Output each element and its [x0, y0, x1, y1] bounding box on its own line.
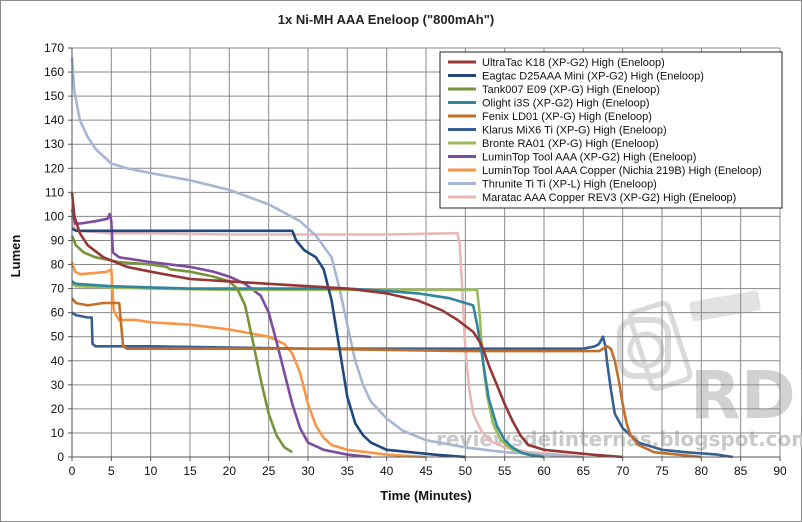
x-tick-label-1: 5 — [108, 464, 115, 478]
y-tick-label-16: 160 — [44, 65, 64, 79]
y-tick-label-15: 150 — [44, 89, 64, 103]
y-tick-label-4: 40 — [51, 354, 65, 368]
legend-box — [439, 51, 783, 209]
y-tick-label-2: 20 — [51, 402, 65, 416]
y-tick-label-5: 50 — [51, 330, 65, 344]
y-axis-title: Lumen — [8, 235, 23, 278]
x-tick-label-8: 40 — [380, 464, 394, 478]
x-tick-label-16: 80 — [695, 464, 709, 478]
y-tick-label-11: 110 — [45, 185, 64, 199]
series-line-8 — [70, 261, 427, 459]
x-tick-label-3: 15 — [183, 464, 197, 478]
y-tick-label-8: 80 — [51, 258, 65, 272]
x-tick-label-9: 45 — [419, 464, 433, 478]
watermark-logo-text: RDL — [690, 357, 802, 434]
y-tick-label-13: 130 — [44, 137, 64, 151]
legend-label-3: Olight i3S (XP-G2) High (Eneloop) — [482, 98, 650, 110]
legend-label-6: Bronte RA01 (XP-G) High (Eneloop) — [482, 138, 659, 150]
series-line-0 — [70, 192, 623, 459]
legend-label-7: LuminTop Tool AAA (XP-G2) High (Eneloop) — [482, 152, 696, 164]
x-axis-title: Time (Minutes) — [380, 488, 472, 503]
series-line-9 — [70, 57, 584, 459]
y-tick-label-17: 170 — [44, 41, 64, 55]
series-layer — [70, 57, 733, 459]
y-tick-label-7: 70 — [51, 282, 65, 296]
series-line-3 — [71, 280, 545, 459]
x-tick-label-4: 20 — [223, 464, 237, 478]
series-line-4 — [70, 297, 702, 459]
legend-label-2: Tank007 E09 (XP-G) High (Eneloop) — [482, 84, 660, 96]
x-tick-label-0: 0 — [69, 464, 76, 478]
y-tick-label-9: 90 — [51, 233, 65, 247]
legend-label-0: UltraTac K18 (XP-G2) High (Eneloop) — [482, 57, 665, 69]
y-tick-label-6: 60 — [51, 306, 65, 320]
y-tick-label-12: 120 — [44, 161, 64, 175]
x-tick-label-5: 25 — [262, 464, 276, 478]
chart-title: 1x Ni-MH AAA Eneloop ("800mAh") — [278, 12, 495, 27]
legend-label-9: Thrunite Ti Ti (XP-L) High (Eneloop) — [482, 179, 657, 191]
legend-label-5: Klarus MiX6 Ti (XP-G) High (Eneloop) — [482, 125, 667, 137]
x-tick-label-11: 55 — [498, 464, 512, 478]
axes — [68, 47, 781, 461]
x-tick-label-6: 30 — [301, 464, 315, 478]
watermark-site: reviewsdelinternas.blogspot.com — [436, 427, 802, 451]
x-tick-labels: 0 5 10 15 20 25 30 35 40 45 50 55 60 65 70 75 80 85 90 — [69, 464, 787, 478]
y-tick-label-0: 0 — [57, 450, 64, 464]
flashlight-logo-icon — [617, 290, 761, 392]
series-line-10 — [70, 216, 584, 459]
y-tick-labels: 0 10 20 30 40 50 60 70 80 90 100 110 120 130 140 150 160… — [44, 41, 64, 464]
y-tick-label-14: 140 — [44, 113, 64, 127]
legend-label-4: Fenix LD01 (XP-G) High (Eneloop) — [482, 111, 652, 123]
series-line-7 — [70, 208, 372, 459]
y-tick-label-3: 30 — [51, 378, 65, 392]
x-tick-label-7: 35 — [341, 464, 355, 478]
x-tick-label-13: 65 — [577, 464, 591, 478]
legend: UltraTac K18 (XP-G2) High (Eneloop) Eagta… — [439, 51, 783, 209]
x-tick-label-14: 70 — [616, 464, 630, 478]
x-tick-label-12: 60 — [537, 464, 551, 478]
series-line-2 — [70, 235, 293, 454]
legend-label-8: LuminTop Tool AAA Copper (Nichia 219B) H… — [482, 165, 762, 177]
series-line-1 — [71, 227, 466, 459]
x-tick-label-18: 90 — [773, 464, 787, 478]
legend-label-10: Maratac AAA Copper REV3 (XP-G2) High (En… — [482, 192, 736, 204]
x-tick-label-15: 75 — [655, 464, 669, 478]
y-tick-label-1: 10 — [51, 426, 65, 440]
legend-label-1: Eagtac D25AAA Mini (XP-G2) High (Eneloop… — [482, 71, 704, 83]
x-tick-label-17: 85 — [734, 464, 748, 478]
y-tick-label-10: 100 — [44, 209, 64, 223]
x-tick-label-2: 10 — [144, 464, 158, 478]
x-tick-label-10: 50 — [459, 464, 473, 478]
